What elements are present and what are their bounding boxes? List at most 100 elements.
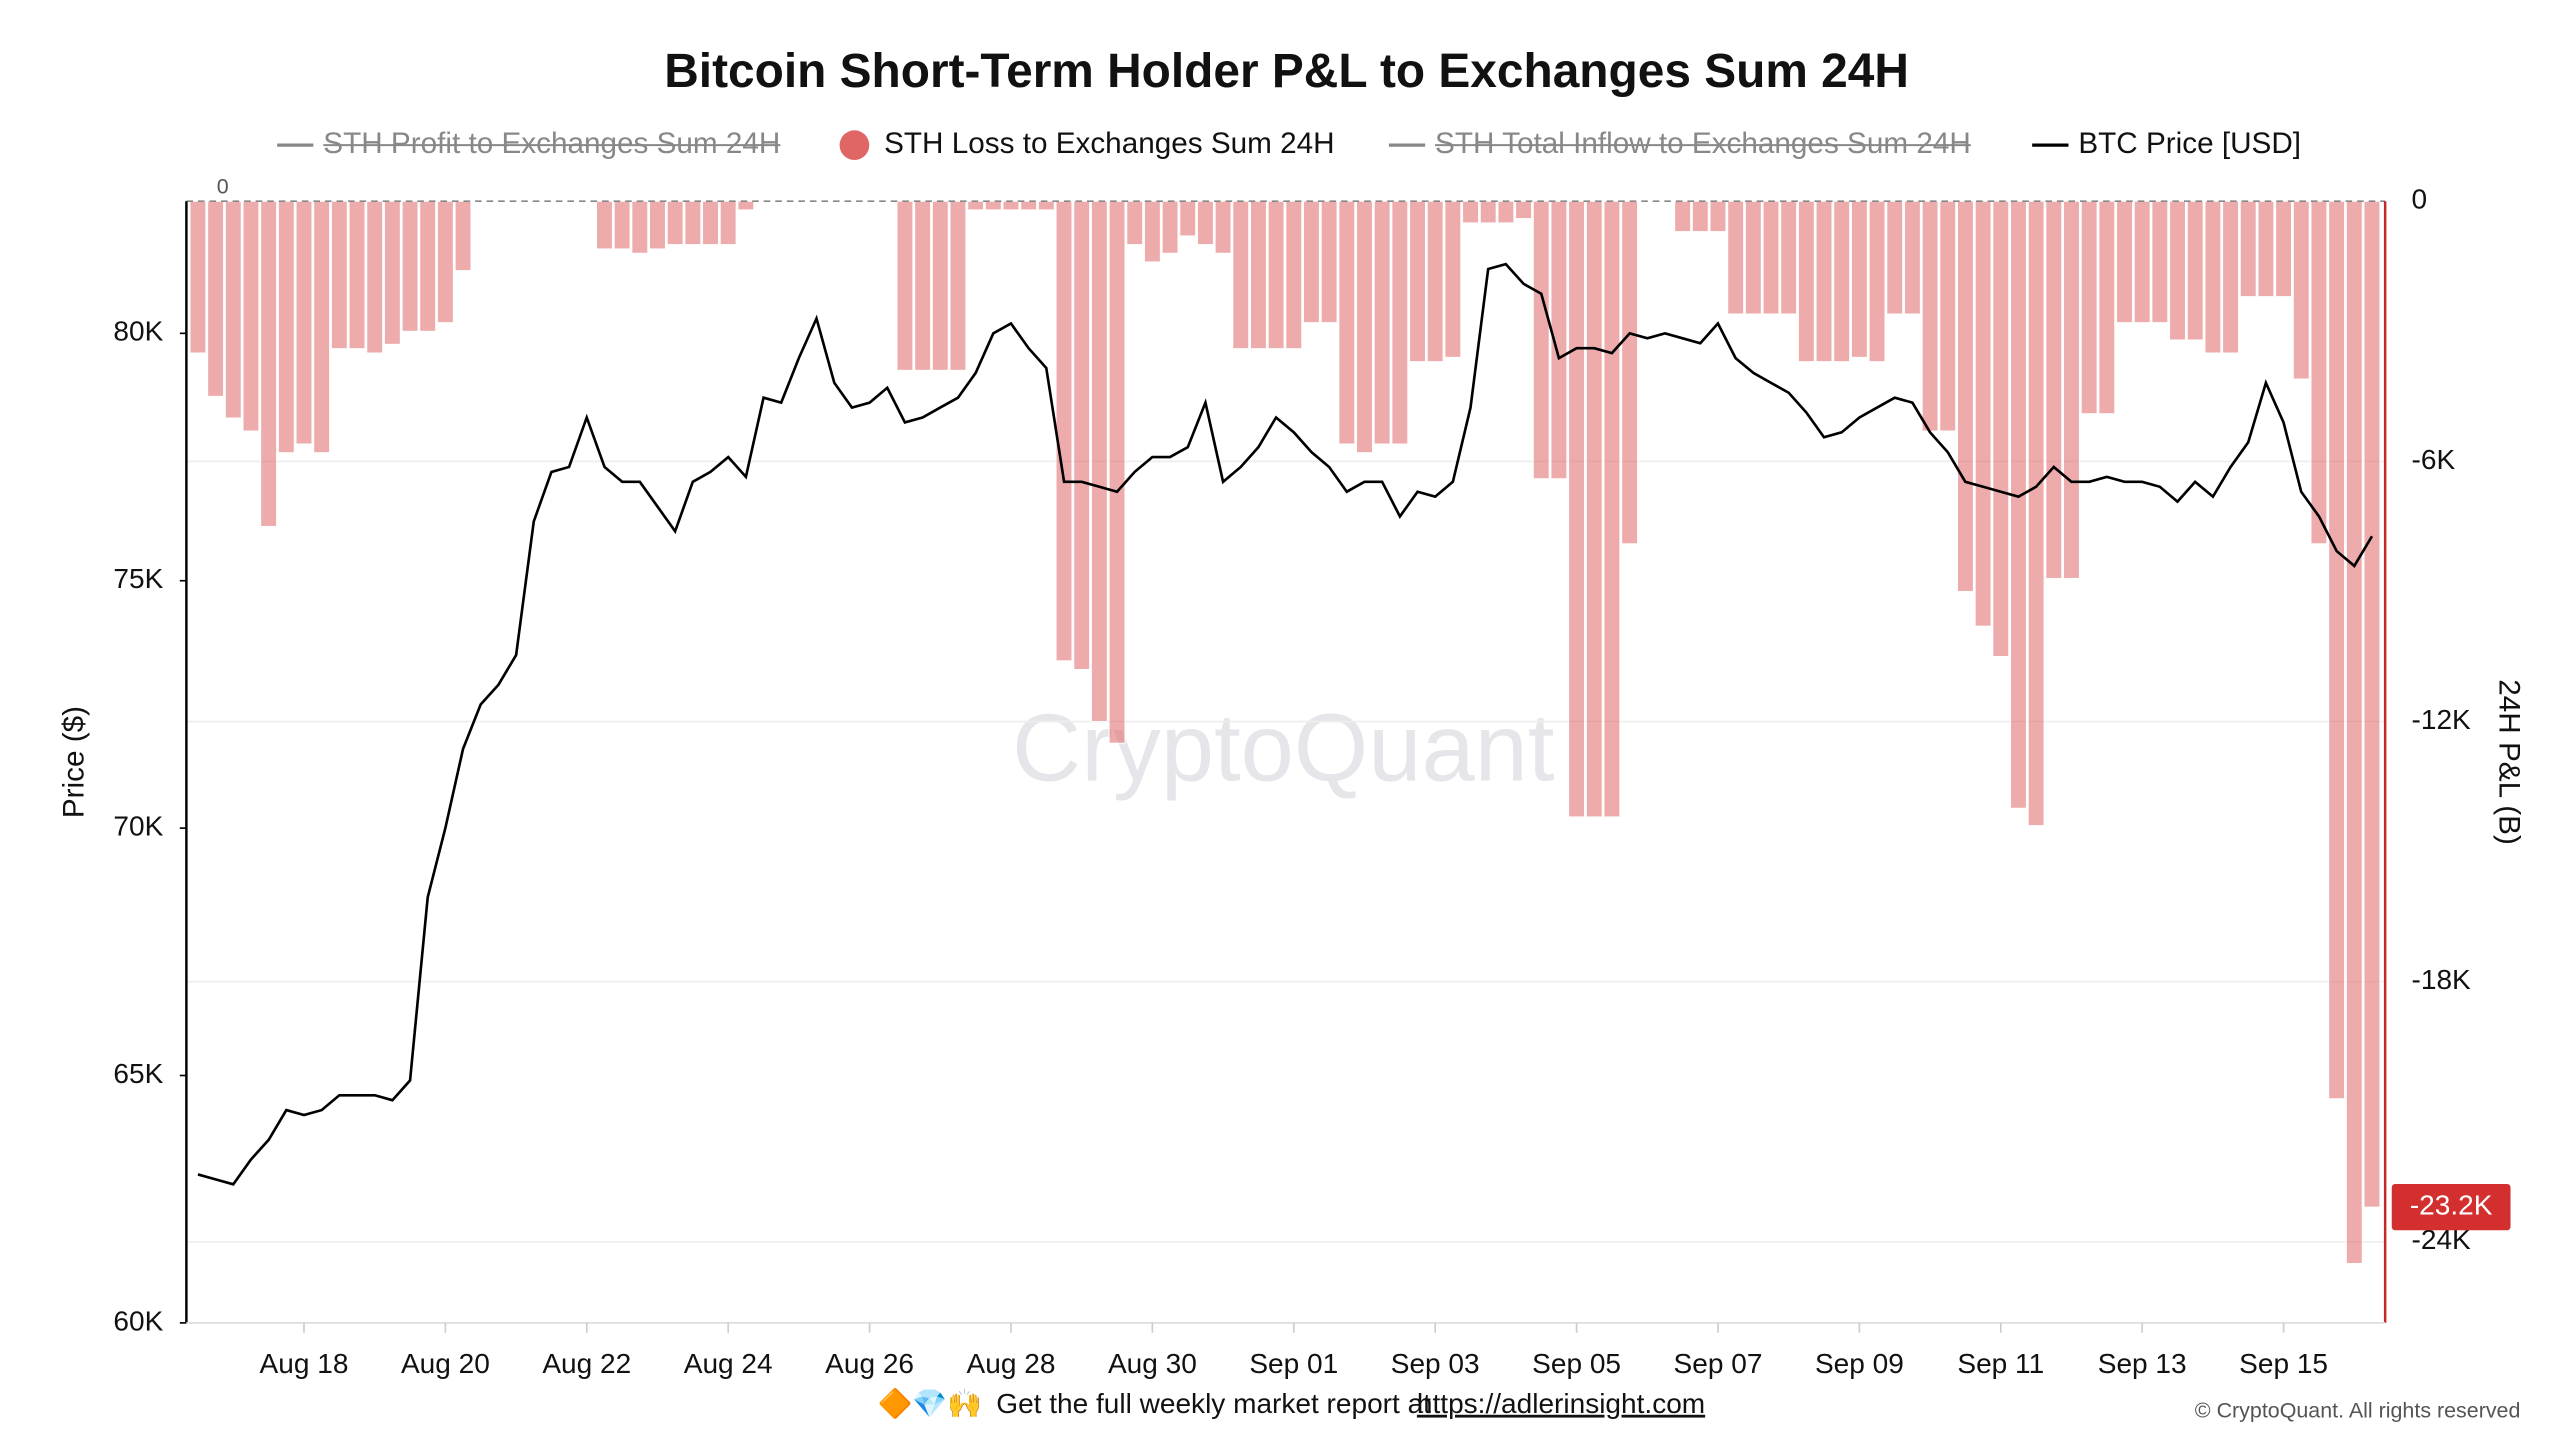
bar (1232, 200, 1250, 350)
x-tick-label: Sep 01 (1249, 1348, 1338, 1379)
bar (1815, 200, 1833, 363)
value-label: -23.2K (2410, 1190, 2493, 1221)
bars (189, 200, 2381, 1264)
x-tick-label: Aug 30 (1108, 1348, 1197, 1379)
bar (1621, 200, 1639, 545)
bar (2328, 200, 2346, 1100)
bar (2133, 200, 2151, 324)
copyright: © CryptoQuant. All rights reserved (2195, 1399, 2521, 1423)
bar (366, 200, 384, 354)
bar (1002, 200, 1020, 211)
bar (1868, 200, 1886, 363)
bar (631, 200, 649, 254)
x-tick-label: Aug 28 (967, 1348, 1056, 1379)
bar (1303, 200, 1320, 324)
x-tick-label: Sep 11 (1957, 1348, 2044, 1379)
bar (1833, 200, 1851, 363)
bar (1568, 200, 1586, 818)
bar (1762, 200, 1780, 315)
bar (436, 200, 454, 324)
bar (2151, 200, 2169, 324)
bar (2345, 200, 2363, 1264)
bar (1409, 200, 1426, 363)
bar (596, 200, 613, 250)
bar (2080, 200, 2098, 415)
bar (2116, 200, 2133, 324)
bar (1903, 200, 1921, 315)
bar (949, 200, 967, 371)
bar (2063, 200, 2080, 579)
legend-label: STH Profit to Exchanges Sum 24H (323, 127, 780, 160)
value-label-bg (2391, 1184, 2511, 1231)
legend-label: BTC Price [USD] (2078, 127, 2301, 160)
bar (2239, 200, 2257, 298)
price-line (197, 262, 2374, 1186)
bar (401, 200, 419, 332)
bar (1214, 200, 1232, 254)
bar (1444, 200, 1462, 358)
y2-tick-label: -18K (2412, 964, 2472, 995)
bar (1320, 200, 1338, 324)
bar (2010, 200, 2027, 809)
bar (896, 200, 914, 371)
bar (1285, 200, 1303, 350)
footer-text: Get the full weekly market report at (996, 1388, 1431, 1419)
y2-tick-label: -12K (2412, 704, 2472, 735)
y2-tick-label: -6K (2412, 444, 2456, 475)
bar (454, 200, 472, 272)
bar (189, 200, 207, 354)
bar (1037, 200, 1055, 211)
bar (2045, 200, 2063, 579)
bar (207, 200, 225, 397)
bar (914, 200, 932, 371)
bar (1462, 200, 1479, 224)
bar (1886, 200, 1904, 315)
footer-link[interactable]: https://adlerinsight.com (1417, 1388, 1705, 1419)
bar (1727, 200, 1745, 315)
y-axis-label: Price ($) (58, 706, 91, 818)
bar (931, 200, 949, 371)
y2-tick-label: 0 (2412, 184, 2428, 215)
bar (1108, 200, 1126, 744)
y-tick-label: 60K (113, 1305, 163, 1336)
bar (348, 200, 366, 350)
y-tick-label: 80K (113, 316, 163, 347)
footer-emoji: 🔶💎🙌 (878, 1387, 983, 1420)
bar (1391, 200, 1409, 445)
bar (1143, 200, 1161, 263)
bar (313, 200, 331, 454)
bar (1020, 200, 1038, 211)
x-tick-label: Aug 20 (401, 1348, 490, 1379)
bar (1073, 200, 1091, 670)
bar (984, 200, 1002, 211)
bar (1479, 200, 1497, 224)
bar (2222, 200, 2240, 354)
x-tick-label: Aug 24 (684, 1348, 773, 1379)
bar (666, 200, 684, 246)
bar (1744, 200, 1762, 315)
bar (1674, 200, 1692, 233)
bar (419, 200, 437, 332)
bar (1956, 200, 1974, 592)
bar (613, 200, 631, 250)
bar (1550, 200, 1568, 480)
bar (1603, 200, 1621, 818)
bar (1179, 200, 1197, 237)
bar (2098, 200, 2116, 415)
bar (649, 200, 666, 250)
x-tick-label: Sep 05 (1532, 1348, 1621, 1379)
bar (2186, 200, 2204, 341)
bar (1090, 200, 1108, 723)
reference-label: 0 (217, 175, 229, 199)
bar (260, 200, 278, 527)
x-tick-label: Sep 15 (2239, 1348, 2328, 1379)
x-tick-label: Sep 07 (1674, 1348, 1763, 1379)
legend-label: STH Total Inflow to Exchanges Sum 24H (1435, 127, 1971, 160)
bar (1126, 200, 1144, 246)
x-tick-label: Aug 22 (542, 1348, 631, 1379)
bar (737, 200, 755, 211)
bar (2363, 200, 2381, 1208)
bar (1992, 200, 2010, 657)
